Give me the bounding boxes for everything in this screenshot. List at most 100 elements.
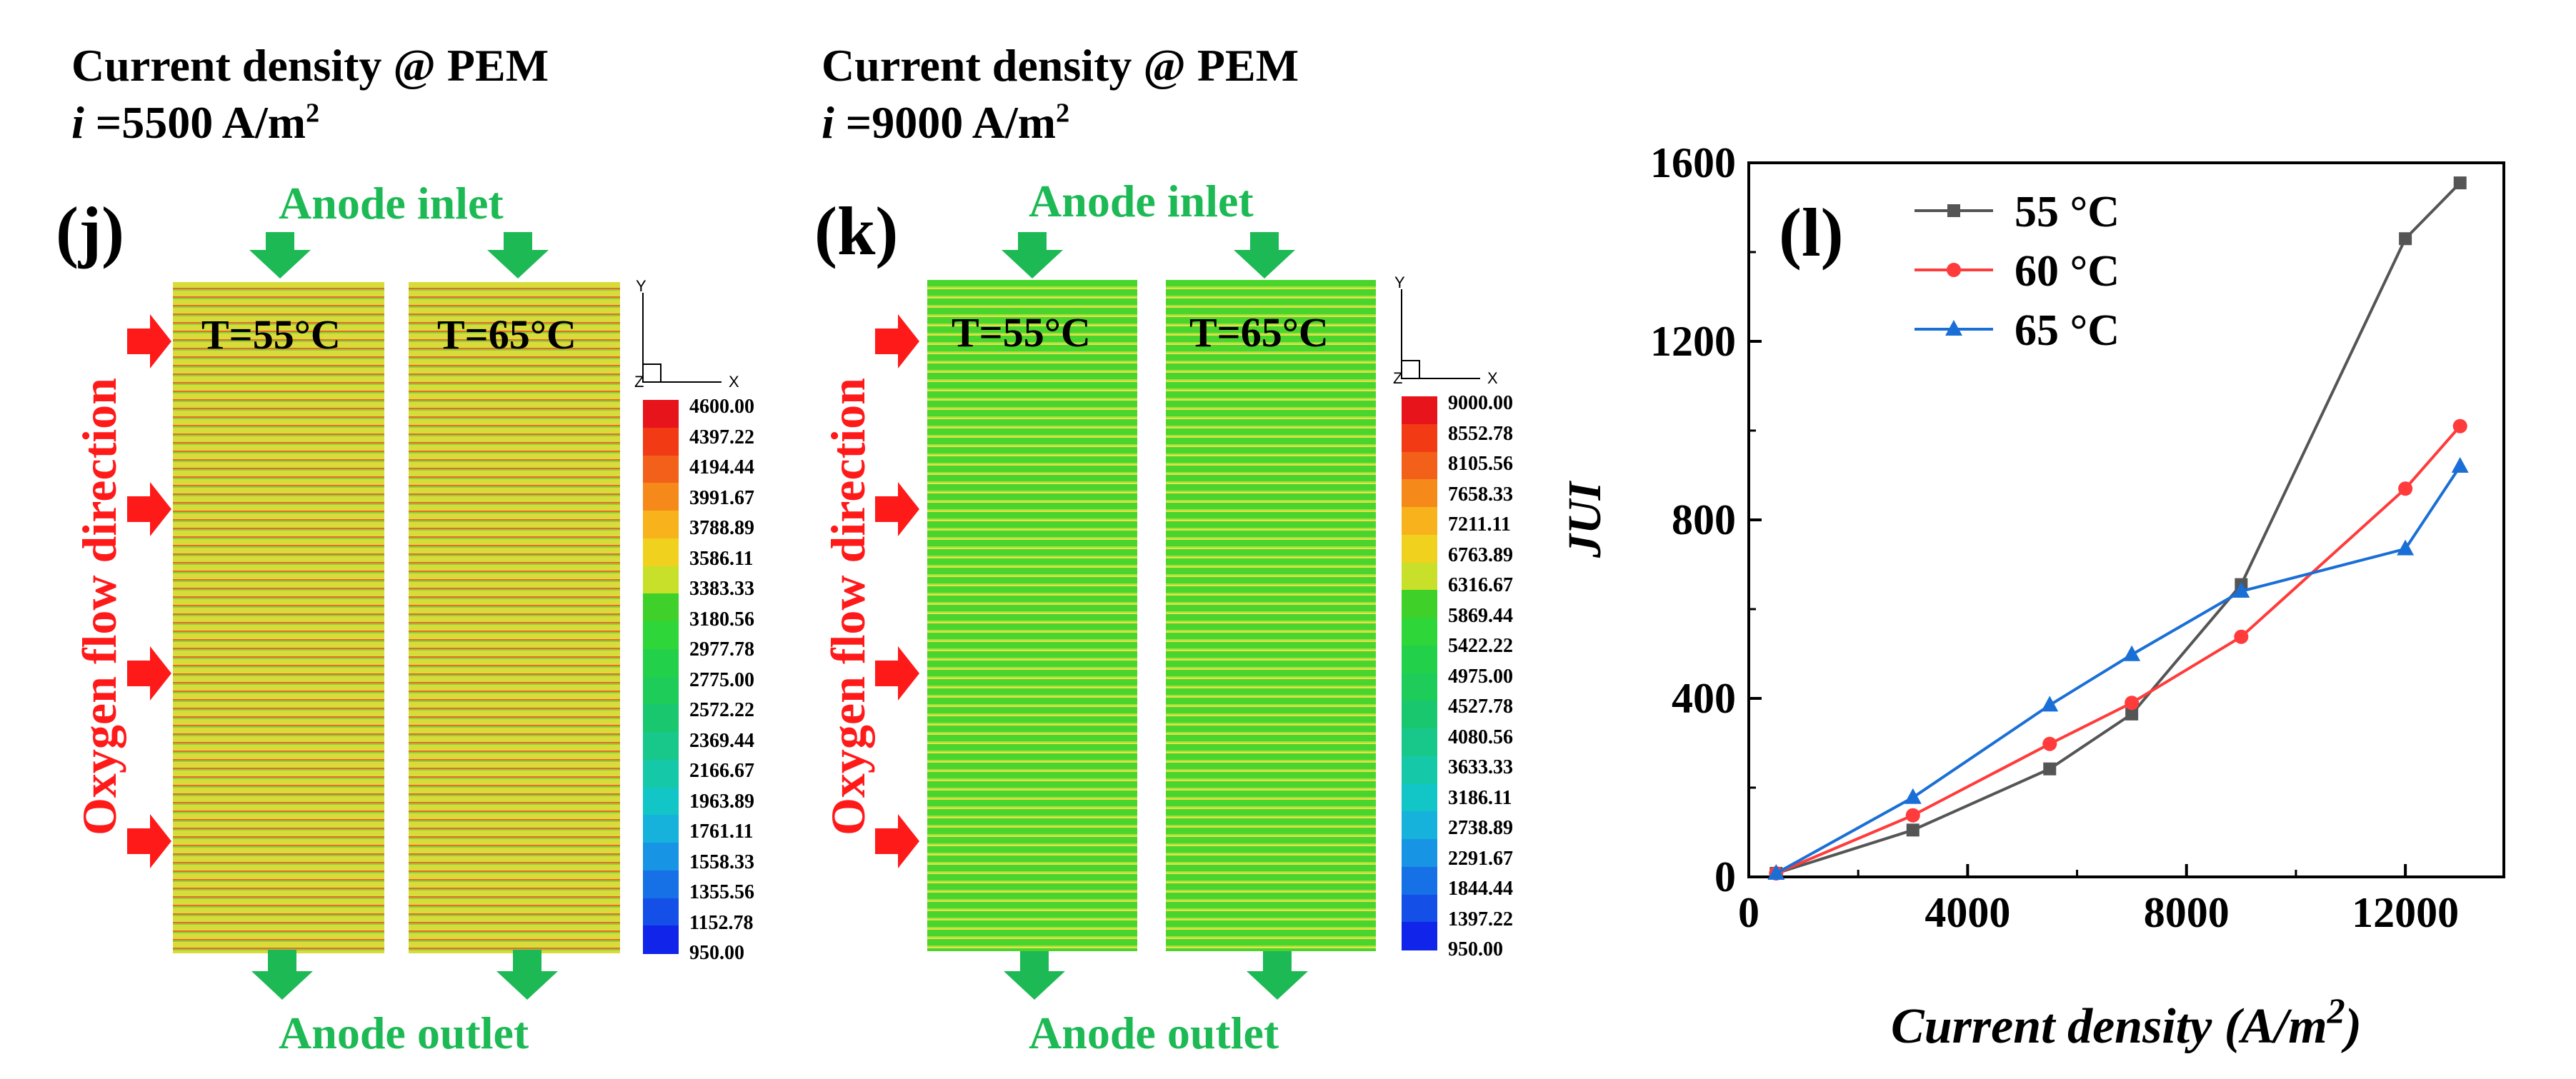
x-tick-label: 12000 (2352, 889, 2459, 936)
colorbar-swatch (643, 759, 679, 788)
colorbar-tick-label: 3180.56 (689, 608, 754, 631)
colorbar-tick-label: 4194.44 (689, 456, 754, 478)
triad-z-label: Z (634, 373, 644, 391)
x-tick-label: 4000 (1924, 889, 2010, 936)
colorbar-swatch (1402, 479, 1437, 508)
data-point (2453, 176, 2467, 190)
y-tick-label: 1200 (1650, 318, 1736, 365)
panel-j-contour-55 (173, 282, 384, 953)
colorbar-swatch (643, 593, 679, 622)
data-point (2125, 707, 2139, 721)
data-point (2234, 629, 2249, 644)
panel-k-temp-right: T=65°C (1189, 309, 1329, 356)
colorbar-tick-label: 3586.11 (689, 547, 754, 570)
colorbar-tick-label: 1558.33 (689, 850, 754, 873)
colorbar-swatch (643, 843, 679, 871)
colorbar-swatch (643, 732, 679, 761)
colorbar-swatch (1402, 922, 1437, 950)
panel-j-temp-right: T=65°C (437, 311, 576, 358)
triad-x-label: X (1487, 369, 1498, 387)
colorbar-tick-label: 5422.22 (1448, 635, 1513, 657)
colorbar-swatch (1402, 756, 1437, 784)
panel-k-colorbar-labels: 9000.00 8552.78 8105.56 7658.33 7211.11 6763.… (1448, 392, 1562, 960)
colorbar-swatch (1402, 811, 1437, 840)
current-symbol: i (822, 97, 834, 148)
colorbar-tick-label: 1152.78 (689, 911, 754, 934)
data-point (2232, 582, 2250, 598)
colorbar-tick-label: 7211.11 (1448, 513, 1511, 536)
colorbar-swatch (643, 704, 679, 733)
colorbar-swatch (643, 483, 679, 511)
colorbar-swatch (643, 455, 679, 483)
panel-k-colorbar (1402, 396, 1437, 950)
x-axis-label-text: Current density (A/m (1891, 999, 2327, 1054)
colorbar-tick-label: 3186.11 (1448, 786, 1512, 809)
colorbar-tick-label: 3991.67 (689, 486, 754, 509)
colorbar-swatch (1402, 423, 1437, 452)
colorbar-tick-label: 3788.89 (689, 517, 754, 539)
colorbar-swatch (643, 898, 679, 926)
colorbar-tick-label: 4600.00 (689, 396, 754, 418)
colorbar-swatch (643, 621, 679, 650)
colorbar-swatch (643, 787, 679, 815)
legend-label: 65 °C (2015, 306, 2120, 355)
legend-marker (1947, 204, 1960, 217)
colorbar-tick-label: 2166.67 (689, 760, 754, 782)
colorbar-swatch (1402, 673, 1437, 701)
colorbar-tick-label: 3633.33 (1448, 756, 1513, 778)
colorbar-swatch (1402, 728, 1437, 757)
triad-y-label: Y (636, 277, 647, 295)
panel-k-title-line2: i =9000 A/m2 (822, 96, 1069, 149)
data-point (2452, 418, 2467, 433)
colorbar-tick-label: 9000.00 (1448, 392, 1513, 414)
colorbar-tick-label: 6316.67 (1448, 574, 1513, 596)
panel-j-contour-65 (409, 282, 620, 953)
y-tick-label: 400 (1672, 675, 1736, 722)
unit-exponent: 2 (1056, 98, 1070, 129)
colorbar-swatch (643, 870, 679, 898)
colorbar-tick-label: 4080.56 (1448, 726, 1513, 748)
colorbar-tick-label: 5869.44 (1448, 604, 1513, 627)
x-tick-label: 8000 (2144, 889, 2230, 936)
panel-j-inlet-label: Anode inlet (279, 178, 504, 229)
data-point (1904, 788, 1922, 804)
legend-label: 55 °C (2015, 188, 2120, 236)
legend-marker (1945, 320, 1962, 336)
triad-y-label: Y (1394, 273, 1405, 291)
panel-l-letter: (l) (1779, 194, 1844, 271)
colorbar-tick-label: 7658.33 (1448, 483, 1513, 506)
colorbar-swatch (643, 676, 679, 705)
colorbar-tick-label: 2369.44 (689, 729, 754, 752)
current-value: =9000 A/m (834, 97, 1057, 148)
colorbar-swatch (643, 400, 679, 428)
colorbar-swatch (643, 648, 679, 677)
colorbar-swatch (643, 815, 679, 843)
colorbar-swatch (1402, 701, 1437, 729)
colorbar-swatch (643, 427, 679, 456)
colorbar-swatch (643, 566, 679, 594)
data-point (2043, 762, 2057, 776)
data-point (1905, 808, 1920, 823)
colorbar-tick-label: 1355.56 (689, 881, 754, 903)
x-tick-label: 0 (1738, 889, 1759, 936)
colorbar-tick-label: 8105.56 (1448, 453, 1513, 475)
colorbar-tick-label: 950.00 (1448, 938, 1503, 960)
current-symbol: i (71, 97, 84, 148)
colorbar-tick-label: 4397.22 (689, 426, 754, 448)
data-point (2123, 645, 2141, 661)
data-point (2042, 736, 2057, 751)
panel-k-temp-left: T=55°C (952, 309, 1091, 356)
panel-j-title-line2: i =5500 A/m2 (71, 96, 319, 149)
colorbar-tick-label: 6763.89 (1448, 543, 1513, 566)
panel-k-title-line1: Current density @ PEM (822, 40, 1299, 91)
colorbar-swatch (1402, 396, 1437, 425)
panel-k-contour-65 (1166, 280, 1376, 951)
colorbar-tick-label: 1761.11 (689, 820, 754, 843)
colorbar-swatch (1402, 590, 1437, 618)
data-point (2397, 539, 2415, 556)
colorbar-tick-label: 1963.89 (689, 790, 754, 813)
colorbar-tick-label: 8552.78 (1448, 422, 1513, 445)
colorbar-swatch (1402, 839, 1437, 868)
current-value: =5500 A/m (84, 97, 306, 148)
